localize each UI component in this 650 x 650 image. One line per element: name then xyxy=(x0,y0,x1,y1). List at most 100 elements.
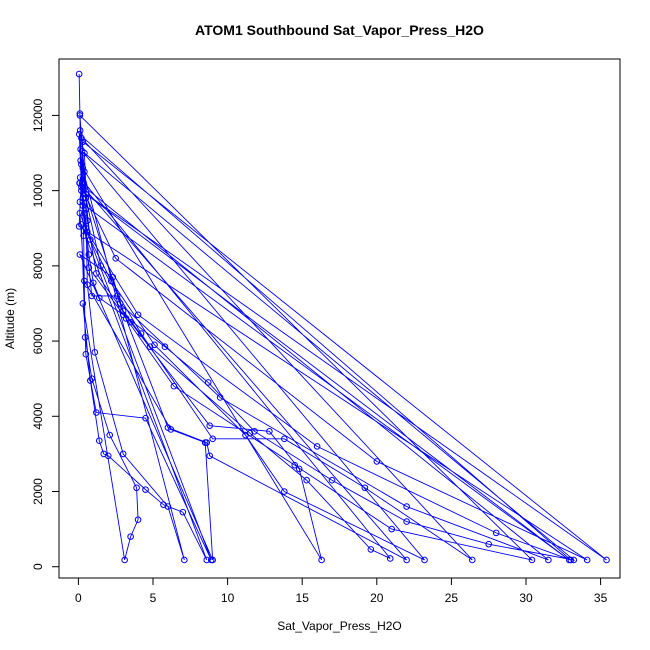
data-point xyxy=(79,138,87,146)
data-point xyxy=(570,556,578,564)
data-point xyxy=(386,555,394,562)
data-point xyxy=(485,540,493,548)
series-layer xyxy=(75,70,610,564)
y-tick-label: 6000 xyxy=(31,327,45,354)
data-point xyxy=(76,251,84,258)
x-tick-label: 20 xyxy=(370,591,384,605)
data-point xyxy=(80,232,87,240)
data-point xyxy=(121,556,128,564)
data-point xyxy=(583,556,591,564)
y-tick-label: 10000 xyxy=(31,174,45,208)
data-point xyxy=(76,179,83,187)
data-point xyxy=(146,343,154,351)
data-point xyxy=(76,112,84,119)
series-line xyxy=(78,74,607,561)
data-point xyxy=(95,437,103,445)
data-point xyxy=(142,486,149,493)
data-point xyxy=(134,516,142,524)
data-point xyxy=(81,209,88,217)
data-point xyxy=(85,264,93,272)
data-point xyxy=(78,183,85,191)
x-tick-label: 35 xyxy=(594,591,608,605)
data-point xyxy=(79,164,87,172)
data-point xyxy=(303,476,310,484)
data-point xyxy=(109,273,117,281)
data-point xyxy=(133,484,140,492)
data-point xyxy=(88,375,96,382)
data-point xyxy=(112,255,119,262)
data-point xyxy=(603,556,610,564)
y-tick-label: 0 xyxy=(31,563,45,570)
data-point xyxy=(127,533,134,540)
data-point xyxy=(76,127,84,134)
data-point xyxy=(134,311,142,319)
data-point xyxy=(181,556,188,564)
data-point xyxy=(167,426,175,433)
data-point xyxy=(313,443,321,450)
chart-title: ATOM1 Southbound Sat_Vapor_Press_H2O xyxy=(195,22,484,38)
data-point xyxy=(75,223,83,230)
data-point xyxy=(373,458,381,465)
data-point xyxy=(82,194,90,202)
data-point xyxy=(78,187,85,194)
data-point xyxy=(295,465,303,473)
data-point xyxy=(280,488,288,495)
data-point xyxy=(127,318,134,326)
x-tick-label: 30 xyxy=(519,591,533,605)
data-point xyxy=(87,377,94,384)
x-tick-label: 15 xyxy=(296,591,310,605)
data-point xyxy=(206,422,213,429)
data-point xyxy=(142,414,149,422)
data-point xyxy=(266,428,273,435)
data-point xyxy=(79,300,87,307)
data-point xyxy=(104,452,112,460)
data-point xyxy=(206,452,213,460)
data-point xyxy=(280,435,288,443)
data-point xyxy=(77,157,84,164)
data-point xyxy=(82,350,90,358)
x-axis: 0 5 10 15 20 25 30 35 xyxy=(75,577,608,605)
x-axis-label: Sat_Vapor_Press_H2O xyxy=(277,619,402,633)
data-point xyxy=(209,435,216,443)
data-point xyxy=(492,529,500,537)
data-point xyxy=(201,439,209,446)
data-point xyxy=(93,409,100,416)
data-point xyxy=(90,279,97,287)
y-tick-label: 12000 xyxy=(31,98,45,132)
data-point xyxy=(116,300,124,307)
data-point xyxy=(545,556,552,564)
data-point xyxy=(81,168,88,176)
data-point xyxy=(84,228,91,236)
data-point xyxy=(87,236,94,243)
y-tick-label: 8000 xyxy=(31,252,45,279)
x-tick-label: 10 xyxy=(221,591,235,605)
data-point xyxy=(76,209,84,217)
data-point xyxy=(119,307,127,315)
y-axis: 0 2000 4000 6000 8000 10000 12000 xyxy=(31,98,60,570)
data-point xyxy=(75,70,83,78)
data-point xyxy=(403,518,410,525)
data-point xyxy=(82,191,90,198)
data-point xyxy=(367,546,375,553)
x-tick-label: 5 xyxy=(150,591,157,605)
data-point xyxy=(91,349,99,356)
data-point xyxy=(216,394,224,401)
data-point xyxy=(403,503,410,510)
data-point xyxy=(78,147,86,155)
data-point xyxy=(565,556,573,564)
data-point xyxy=(160,501,167,508)
data-point xyxy=(84,217,91,225)
data-point xyxy=(93,270,100,277)
data-point xyxy=(528,556,536,564)
data-point xyxy=(78,161,85,168)
data-point xyxy=(77,145,84,153)
data-point xyxy=(388,525,396,533)
data-point xyxy=(421,556,428,564)
data-point xyxy=(81,277,88,285)
data-point xyxy=(246,429,254,437)
data-point xyxy=(106,431,114,439)
data-point xyxy=(78,134,85,142)
data-point xyxy=(361,484,369,492)
y-axis-label: Altitude (m) xyxy=(3,288,17,349)
